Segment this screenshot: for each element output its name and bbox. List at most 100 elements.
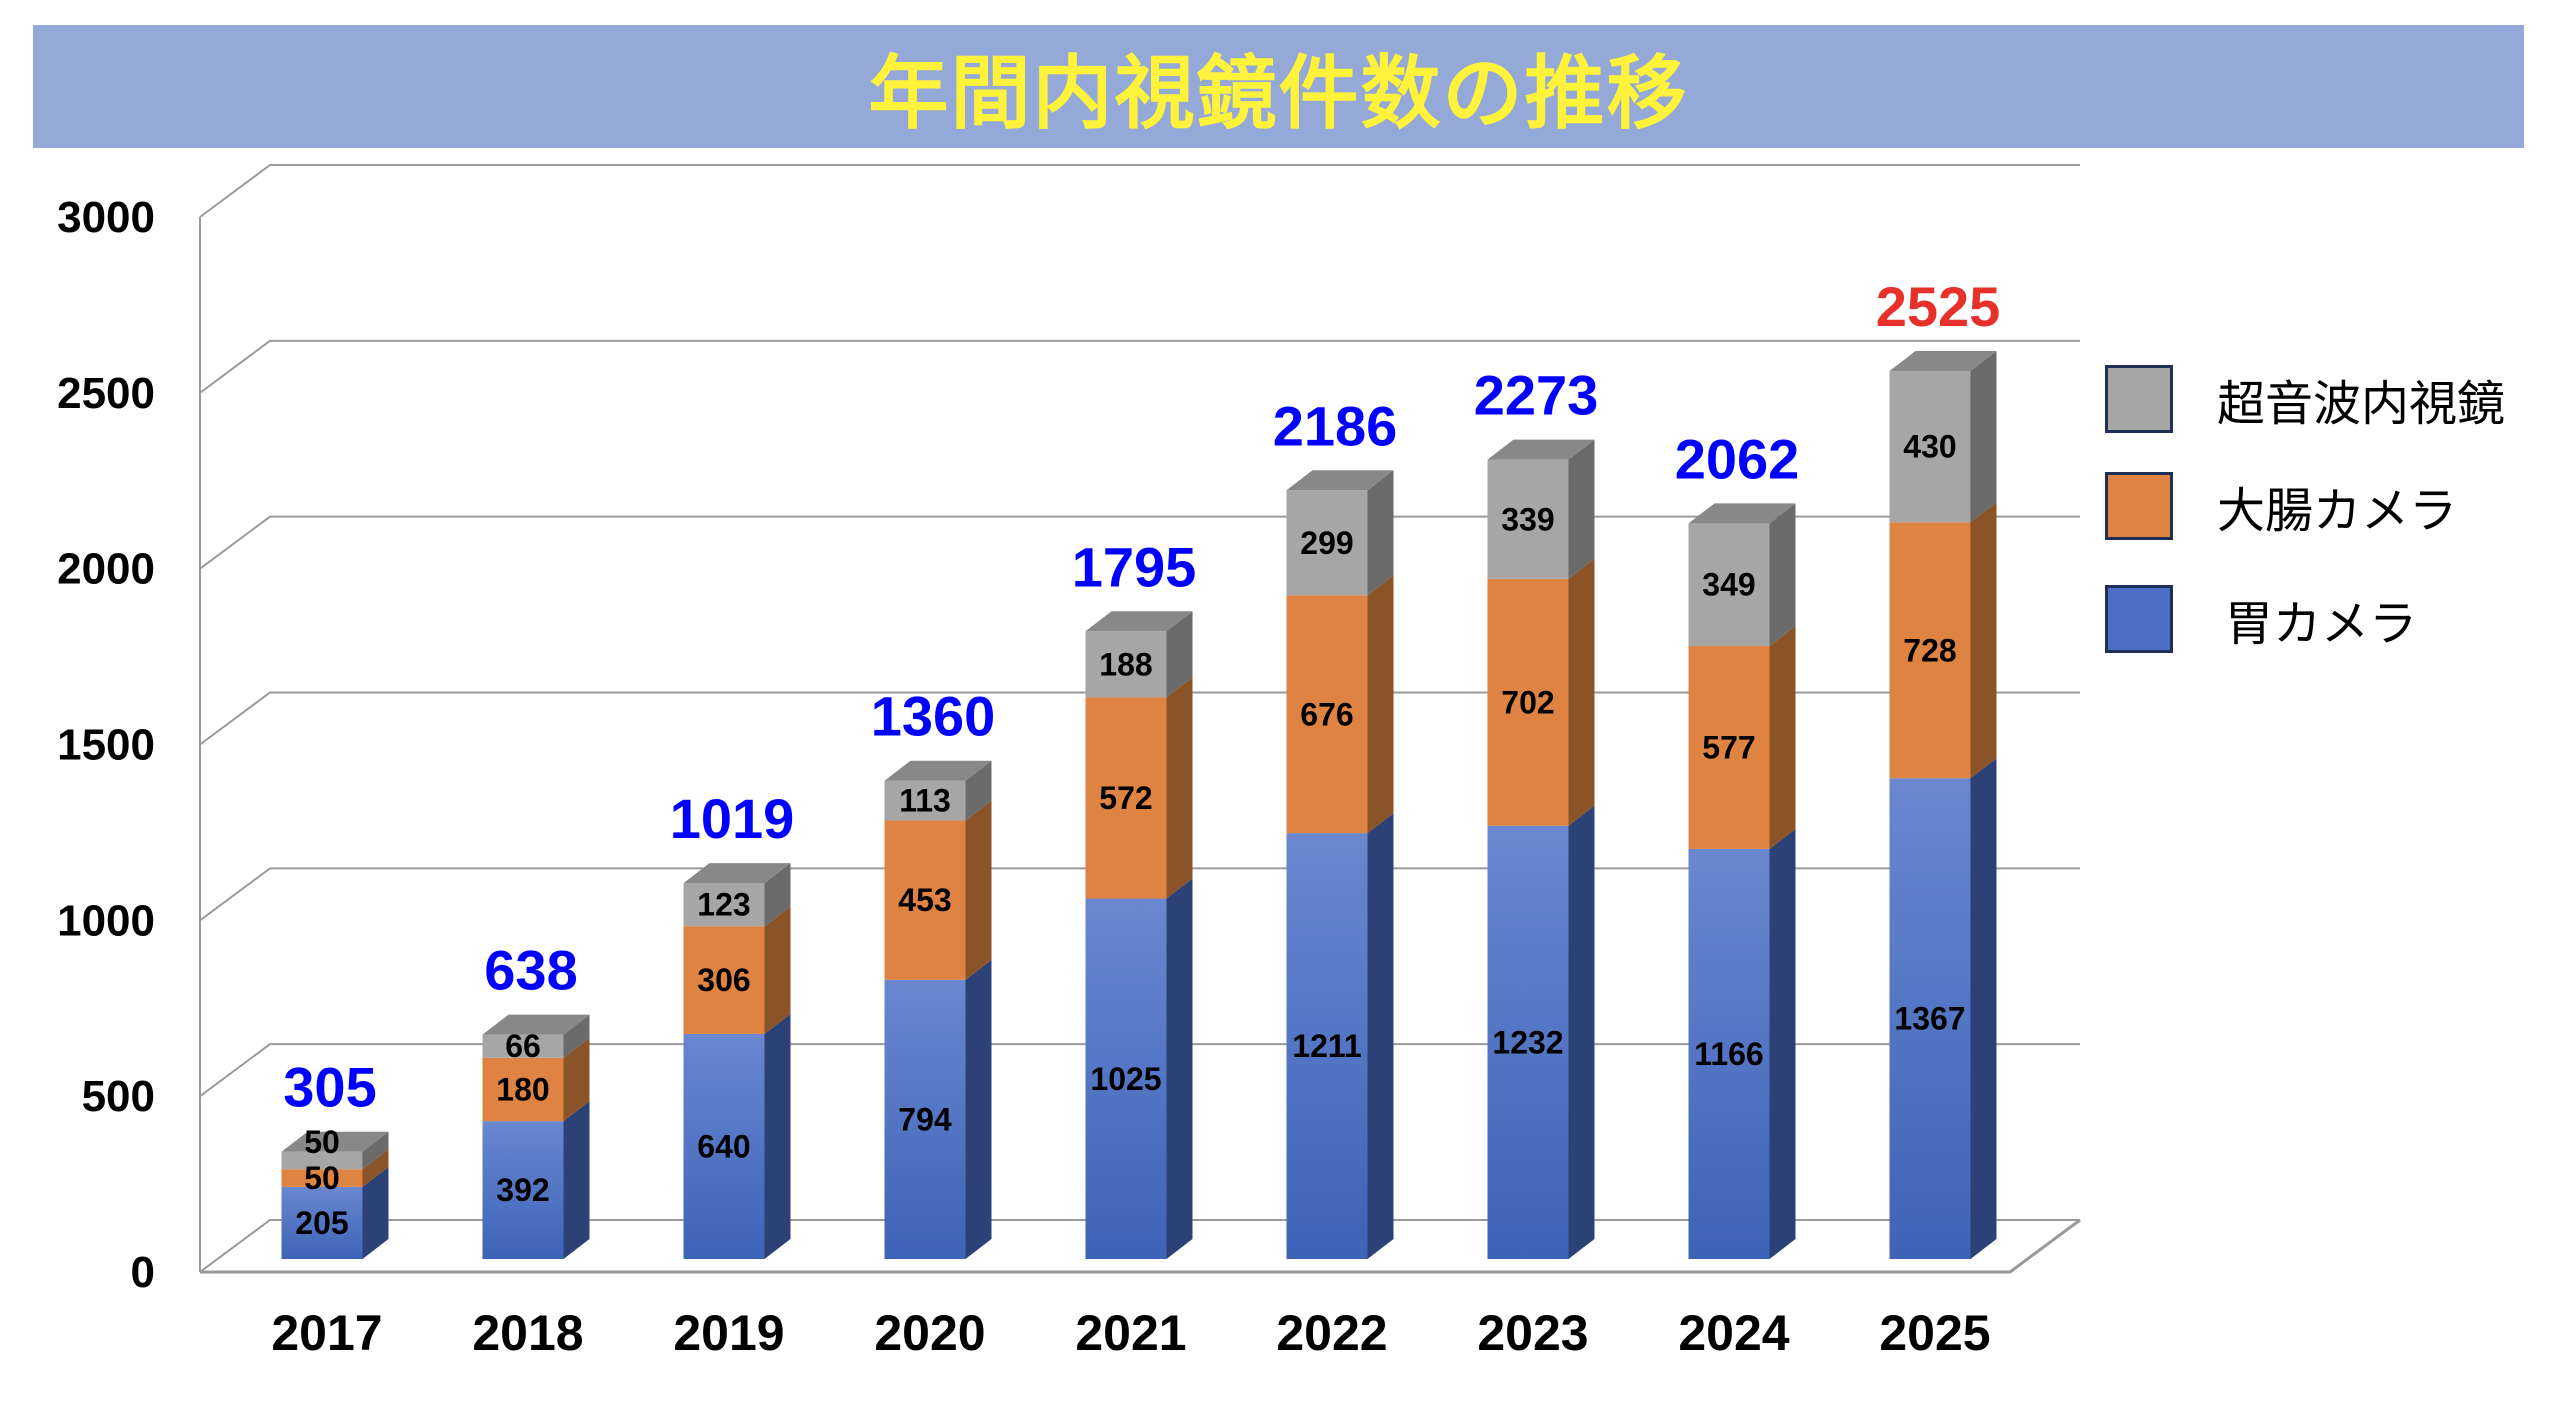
x-tick-label: 2024	[1678, 1305, 1789, 1361]
bar-side-2017-0	[362, 1166, 389, 1259]
data-label: 50	[304, 1124, 340, 1160]
gridline	[199, 691, 2080, 746]
x-tick-label: 2022	[1276, 1305, 1387, 1361]
data-label: 113	[899, 783, 951, 819]
total-label: 2273	[1474, 364, 1599, 427]
legend-label: 超音波内視鏡	[2217, 376, 2506, 432]
legend-label: 胃カメラ	[2225, 596, 2418, 652]
y-tick-label: 1000	[57, 896, 155, 945]
legend-swatch-blue	[2105, 585, 2173, 653]
gridline	[199, 867, 2080, 922]
bar-segment-2023-2	[1487, 459, 1569, 579]
bar-side-2025-0	[1970, 758, 1997, 1259]
bar-top-2024	[1688, 503, 1796, 524]
bar-segment-2018-2	[482, 1034, 564, 1058]
chart-title: 年間内視鏡件数の推移	[868, 46, 1689, 140]
bar-top-2025	[1889, 351, 1997, 372]
legend-item-stomach: 胃カメラ	[2105, 584, 2417, 654]
x-tick-label: 2019	[673, 1305, 784, 1361]
data-label: 306	[697, 962, 750, 998]
bar-side-2023-2	[1568, 439, 1595, 579]
bar-segment-2025-1	[1889, 522, 1971, 779]
total-label: 2525	[1876, 275, 2001, 338]
data-label: 702	[1501, 684, 1554, 720]
gridline	[199, 339, 2080, 394]
legend-swatch-orange	[2105, 472, 2173, 540]
data-label: 66	[505, 1028, 541, 1064]
bar-segment-2022-2	[1286, 490, 1368, 596]
data-label: 572	[1099, 780, 1152, 816]
bar-segment-2024-1	[1688, 646, 1770, 849]
bar-side-2020-1	[965, 800, 992, 980]
data-label: 676	[1300, 696, 1353, 732]
gridline	[199, 515, 2080, 570]
bar-segment-2021-0	[1085, 898, 1167, 1259]
gridline	[199, 164, 2080, 218]
bar-side-2021-0	[1166, 878, 1193, 1259]
data-label: 1211	[1292, 1028, 1361, 1064]
bar-segment-2018-0	[482, 1121, 564, 1259]
bar-side-2022-1	[1367, 575, 1394, 834]
x-tick-label: 2021	[1075, 1305, 1186, 1361]
bar-segment-2019-0	[683, 1033, 765, 1259]
bar-side-2021-1	[1166, 677, 1193, 899]
bar-top-2019	[683, 863, 791, 884]
data-label: 577	[1702, 730, 1755, 766]
bar-side-2024-0	[1769, 828, 1796, 1259]
bar-side-2019-2	[764, 863, 791, 927]
data-label: 453	[898, 882, 951, 918]
bar-side-2019-1	[764, 906, 791, 1034]
data-label: 1367	[1894, 1001, 1965, 1037]
total-label: 638	[484, 939, 577, 1002]
x-tick-label: 2018	[472, 1305, 583, 1361]
legend-item-colon: 大腸カメラ	[2105, 471, 2457, 541]
y-tick-label: 1500	[57, 721, 155, 770]
bar-side-2018-0	[563, 1101, 590, 1259]
total-label: 2062	[1675, 427, 1800, 490]
y-tick-label: 500	[82, 1072, 155, 1121]
bar-segment-2017-2	[281, 1151, 363, 1170]
bar-segment-2022-0	[1286, 833, 1368, 1259]
data-label: 299	[1300, 525, 1353, 561]
bar-segment-2019-2	[683, 883, 765, 927]
data-label: 430	[1903, 429, 1956, 465]
bar-segment-2024-0	[1688, 848, 1770, 1259]
total-label: 1360	[871, 685, 996, 748]
data-label: 1166	[1694, 1036, 1763, 1072]
bar-segment-2019-1	[683, 926, 765, 1034]
bar-side-2024-1	[1769, 626, 1796, 849]
bar-side-2021-2	[1166, 611, 1193, 698]
data-label: 728	[1903, 632, 1956, 668]
data-label: 123	[697, 887, 750, 923]
bar-side-2017-1	[362, 1149, 389, 1187]
total-label: 2186	[1273, 394, 1398, 457]
bar-side-2022-2	[1367, 470, 1394, 596]
total-label: 305	[283, 1056, 376, 1119]
legend-label: 大腸カメラ	[2217, 483, 2458, 539]
data-label: 349	[1702, 567, 1755, 603]
bar-segment-2025-0	[1889, 778, 1971, 1259]
bar-segment-2017-1	[281, 1169, 363, 1187]
bar-top-2023	[1487, 439, 1595, 460]
bar-segment-2017-0	[281, 1186, 363, 1259]
bar-segment-2024-2	[1688, 523, 1770, 647]
data-label: 640	[697, 1128, 750, 1164]
bar-side-2020-2	[965, 760, 992, 821]
x-tick-label: 2020	[874, 1305, 985, 1361]
gridline	[199, 1219, 2080, 1273]
data-label: 794	[898, 1101, 952, 1137]
total-label: 1019	[670, 787, 795, 850]
y-tick-label: 2000	[57, 545, 155, 594]
bar-top-2017	[281, 1131, 389, 1152]
bar-side-2017-2	[362, 1131, 389, 1170]
bar-side-2019-0	[764, 1013, 791, 1259]
bar-top-2021	[1085, 611, 1193, 632]
data-label: 392	[496, 1172, 549, 1208]
data-label: 180	[496, 1071, 549, 1107]
data-label: 205	[295, 1205, 348, 1241]
y-tick-label: 3000	[57, 193, 155, 242]
bar-segment-2020-1	[884, 820, 966, 980]
legend-swatch-gray	[2105, 365, 2173, 433]
bar-top-2018	[482, 1014, 590, 1035]
y-tick-label: 2500	[57, 369, 155, 418]
